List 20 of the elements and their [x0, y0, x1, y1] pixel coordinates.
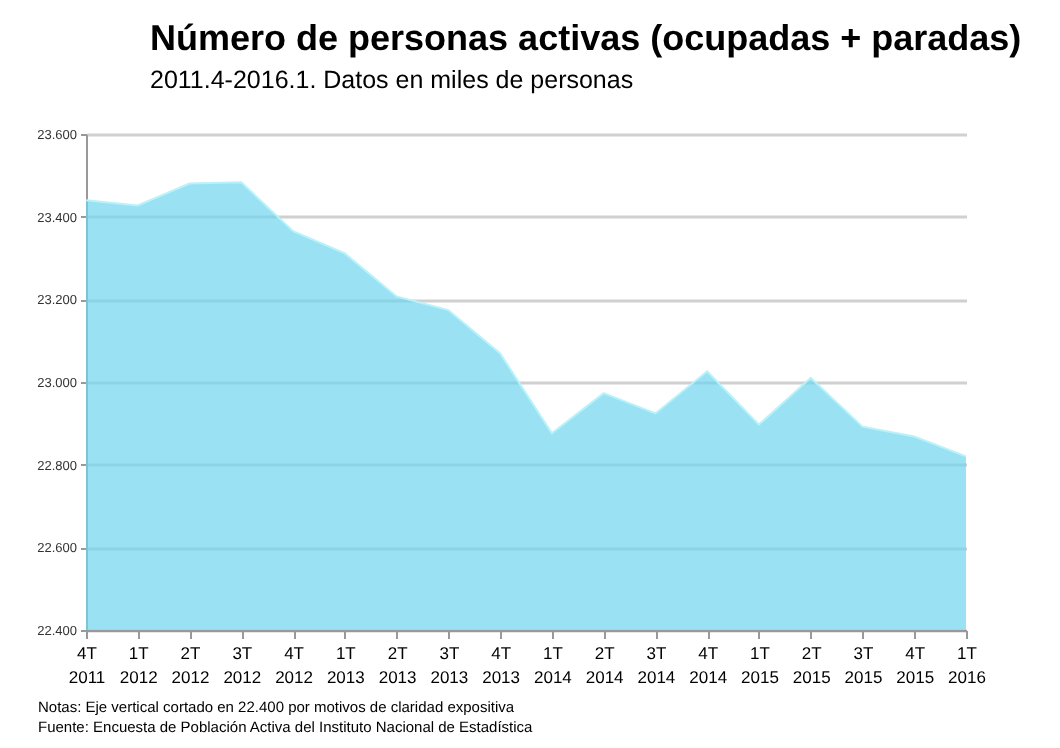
x-tick-label: 1T 2015: [741, 643, 780, 687]
x-tick-label: 3T 2012: [223, 643, 262, 687]
chart-title: Número de personas activas (ocupadas + paradas): [150, 18, 1022, 60]
x-tick-label: 2T 2014: [585, 643, 625, 687]
x-tick-label: 1T 2012: [119, 643, 159, 687]
x-tick-label: 4T 2012: [275, 643, 314, 687]
x-tick-label: 1T 2013: [326, 643, 366, 687]
x-tick-label: 4T 2011: [68, 643, 106, 687]
x-tick-label: 1T 2014: [533, 643, 573, 687]
x-tick-label: 1T 2016: [948, 643, 987, 687]
x-tick-label: 2T 2012: [171, 643, 210, 687]
x-tick-label: 4T 2014: [689, 643, 728, 687]
x-tick-label: 2T 2013: [378, 643, 418, 687]
x-tick-label: 3T 2013: [430, 643, 469, 687]
x-tick-label: 4T 2013: [482, 643, 521, 687]
x-tick-label: 3T 2015: [844, 643, 883, 687]
x-tick-label: 3T 2014: [637, 643, 676, 687]
chart-subtitle: 2011.4-2016.1. Datos en miles de personas: [150, 66, 634, 94]
x-tick-label: 4T 2015: [896, 643, 935, 687]
x-tick-label: 2T 2015: [792, 643, 832, 687]
